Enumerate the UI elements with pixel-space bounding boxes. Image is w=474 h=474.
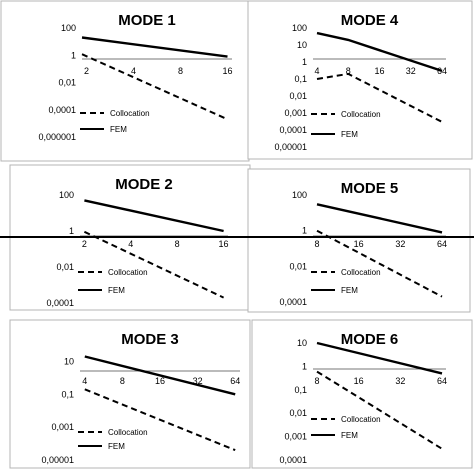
chart-title: MODE 3 bbox=[121, 331, 179, 348]
series-line-fem bbox=[316, 31, 443, 73]
y-tick-label: 10 bbox=[297, 40, 307, 50]
x-tick-label: 8 bbox=[178, 66, 183, 76]
y-tick-label: 0,0001 bbox=[48, 105, 76, 115]
x-tick-label: 16 bbox=[222, 66, 232, 76]
x-tick-label: 32 bbox=[193, 376, 203, 386]
x-tick-label: 8 bbox=[175, 239, 180, 249]
legend-label: Collocation bbox=[110, 109, 150, 118]
series-line-collocation bbox=[316, 229, 443, 298]
chart-panel: MODE 3 10 0,1 0,001 0,00001 4 8 16 32 64 Collocati… bbox=[9, 319, 251, 469]
chart-title: MODE 4 bbox=[341, 12, 399, 29]
series-line-collocation bbox=[81, 53, 228, 121]
separator-line bbox=[0, 236, 474, 238]
x-tick-label: 16 bbox=[354, 239, 364, 249]
x-tick-label: 4 bbox=[82, 376, 87, 386]
legend-label: FEM bbox=[108, 442, 125, 451]
y-tick-label: 0,01 bbox=[289, 91, 307, 101]
x-tick-label: 4 bbox=[131, 66, 136, 76]
series-line-collocation bbox=[316, 72, 443, 123]
legend-label: FEM bbox=[110, 125, 127, 134]
y-tick-label: 10 bbox=[297, 338, 307, 348]
legend-label: FEM bbox=[341, 431, 358, 440]
series-line-fem bbox=[316, 203, 443, 234]
series-line-collocation bbox=[316, 370, 443, 450]
series-line-fem bbox=[81, 36, 228, 58]
chart-title: MODE 2 bbox=[115, 176, 173, 193]
y-tick-label: 1 bbox=[69, 226, 74, 236]
legend-label: Collocation bbox=[341, 415, 381, 424]
panel-frame bbox=[9, 319, 251, 469]
y-tick-label: 0,001 bbox=[284, 108, 307, 118]
y-tick-label: 0,0001 bbox=[46, 298, 74, 308]
x-tick-label: 32 bbox=[406, 66, 416, 76]
legend-label: Collocation bbox=[341, 268, 381, 277]
y-tick-label: 0,0001 bbox=[279, 455, 307, 465]
y-tick-label: 0,001 bbox=[51, 422, 74, 432]
x-tick-label: 16 bbox=[354, 376, 364, 386]
y-tick-label: 10 bbox=[64, 356, 74, 366]
panel-frame bbox=[251, 319, 473, 469]
y-tick-label: 0,01 bbox=[289, 408, 307, 418]
chart-panel: MODE 5 100 1 0,01 0,0001 8 16 32 64 Collocation FE… bbox=[247, 168, 471, 313]
chart-panel: MODE 4 100 10 1 0,1 0,01 0,001 0,0001 0,00001 4 8 1… bbox=[247, 0, 473, 160]
y-tick-label: 0,01 bbox=[58, 78, 76, 88]
legend-label: Collocation bbox=[108, 428, 148, 437]
x-tick-label: 16 bbox=[155, 376, 165, 386]
x-tick-label: 8 bbox=[314, 376, 319, 386]
x-tick-label: 64 bbox=[230, 376, 240, 386]
panel-frame bbox=[247, 168, 471, 313]
x-tick-label: 64 bbox=[437, 376, 447, 386]
x-tick-label: 8 bbox=[314, 239, 319, 249]
y-tick-label: 100 bbox=[292, 190, 307, 200]
series-line-collocation bbox=[83, 230, 225, 299]
chart-title: MODE 5 bbox=[341, 180, 399, 197]
x-tick-label: 4 bbox=[314, 66, 319, 76]
series-line-collocation bbox=[84, 388, 236, 452]
y-tick-label: 0,00001 bbox=[41, 455, 74, 465]
chart-title: MODE 1 bbox=[118, 12, 176, 29]
legend-label: FEM bbox=[341, 286, 358, 295]
y-tick-label: 0,1 bbox=[294, 385, 307, 395]
x-tick-label: 2 bbox=[82, 239, 87, 249]
y-tick-label: 100 bbox=[292, 23, 307, 33]
series-line-fem bbox=[84, 199, 224, 233]
y-tick-label: 0,0001 bbox=[279, 125, 307, 135]
legend-label: FEM bbox=[108, 286, 125, 295]
chart-panel: MODE 6 10 1 0,1 0,01 0,001 0,0001 8 16 32 64 Colloc… bbox=[251, 319, 473, 469]
y-tick-label: 100 bbox=[61, 23, 76, 33]
series-line-fem bbox=[316, 341, 443, 375]
x-tick-label: 64 bbox=[437, 66, 447, 76]
x-tick-label: 8 bbox=[120, 376, 125, 386]
chart-panel: MODE 1 100 1 0,01 0,0001 0,000001 2 4 8 16 Colloca… bbox=[0, 0, 250, 162]
y-tick-label: 100 bbox=[59, 190, 74, 200]
y-tick-label: 0,00001 bbox=[274, 142, 307, 152]
y-tick-label: 0,1 bbox=[294, 74, 307, 84]
y-tick-label: 0,01 bbox=[56, 262, 74, 272]
legend-label: Collocation bbox=[108, 268, 148, 277]
x-tick-label: 32 bbox=[395, 239, 405, 249]
legend-label: FEM bbox=[341, 130, 358, 139]
y-tick-label: 1 bbox=[302, 361, 307, 371]
legend-label: Collocation bbox=[341, 110, 381, 119]
chart-title: MODE 6 bbox=[341, 331, 399, 348]
y-tick-label: 0,001 bbox=[284, 432, 307, 442]
y-tick-label: 1 bbox=[71, 50, 76, 60]
x-tick-label: 16 bbox=[219, 239, 229, 249]
y-tick-label: 0,0001 bbox=[279, 297, 307, 307]
y-tick-label: 1 bbox=[302, 226, 307, 236]
x-tick-label: 64 bbox=[437, 239, 447, 249]
y-tick-label: 0,01 bbox=[289, 261, 307, 271]
y-tick-label: 0,000001 bbox=[38, 132, 76, 142]
x-tick-label: 32 bbox=[395, 376, 405, 386]
x-tick-label: 16 bbox=[374, 66, 384, 76]
y-tick-label: 1 bbox=[302, 57, 307, 67]
panel-frame bbox=[0, 0, 250, 162]
series-line-fem bbox=[84, 355, 236, 396]
x-tick-label: 8 bbox=[346, 66, 351, 76]
x-tick-label: 4 bbox=[128, 239, 133, 249]
x-tick-label: 2 bbox=[84, 66, 89, 76]
y-tick-label: 0,1 bbox=[61, 389, 74, 399]
